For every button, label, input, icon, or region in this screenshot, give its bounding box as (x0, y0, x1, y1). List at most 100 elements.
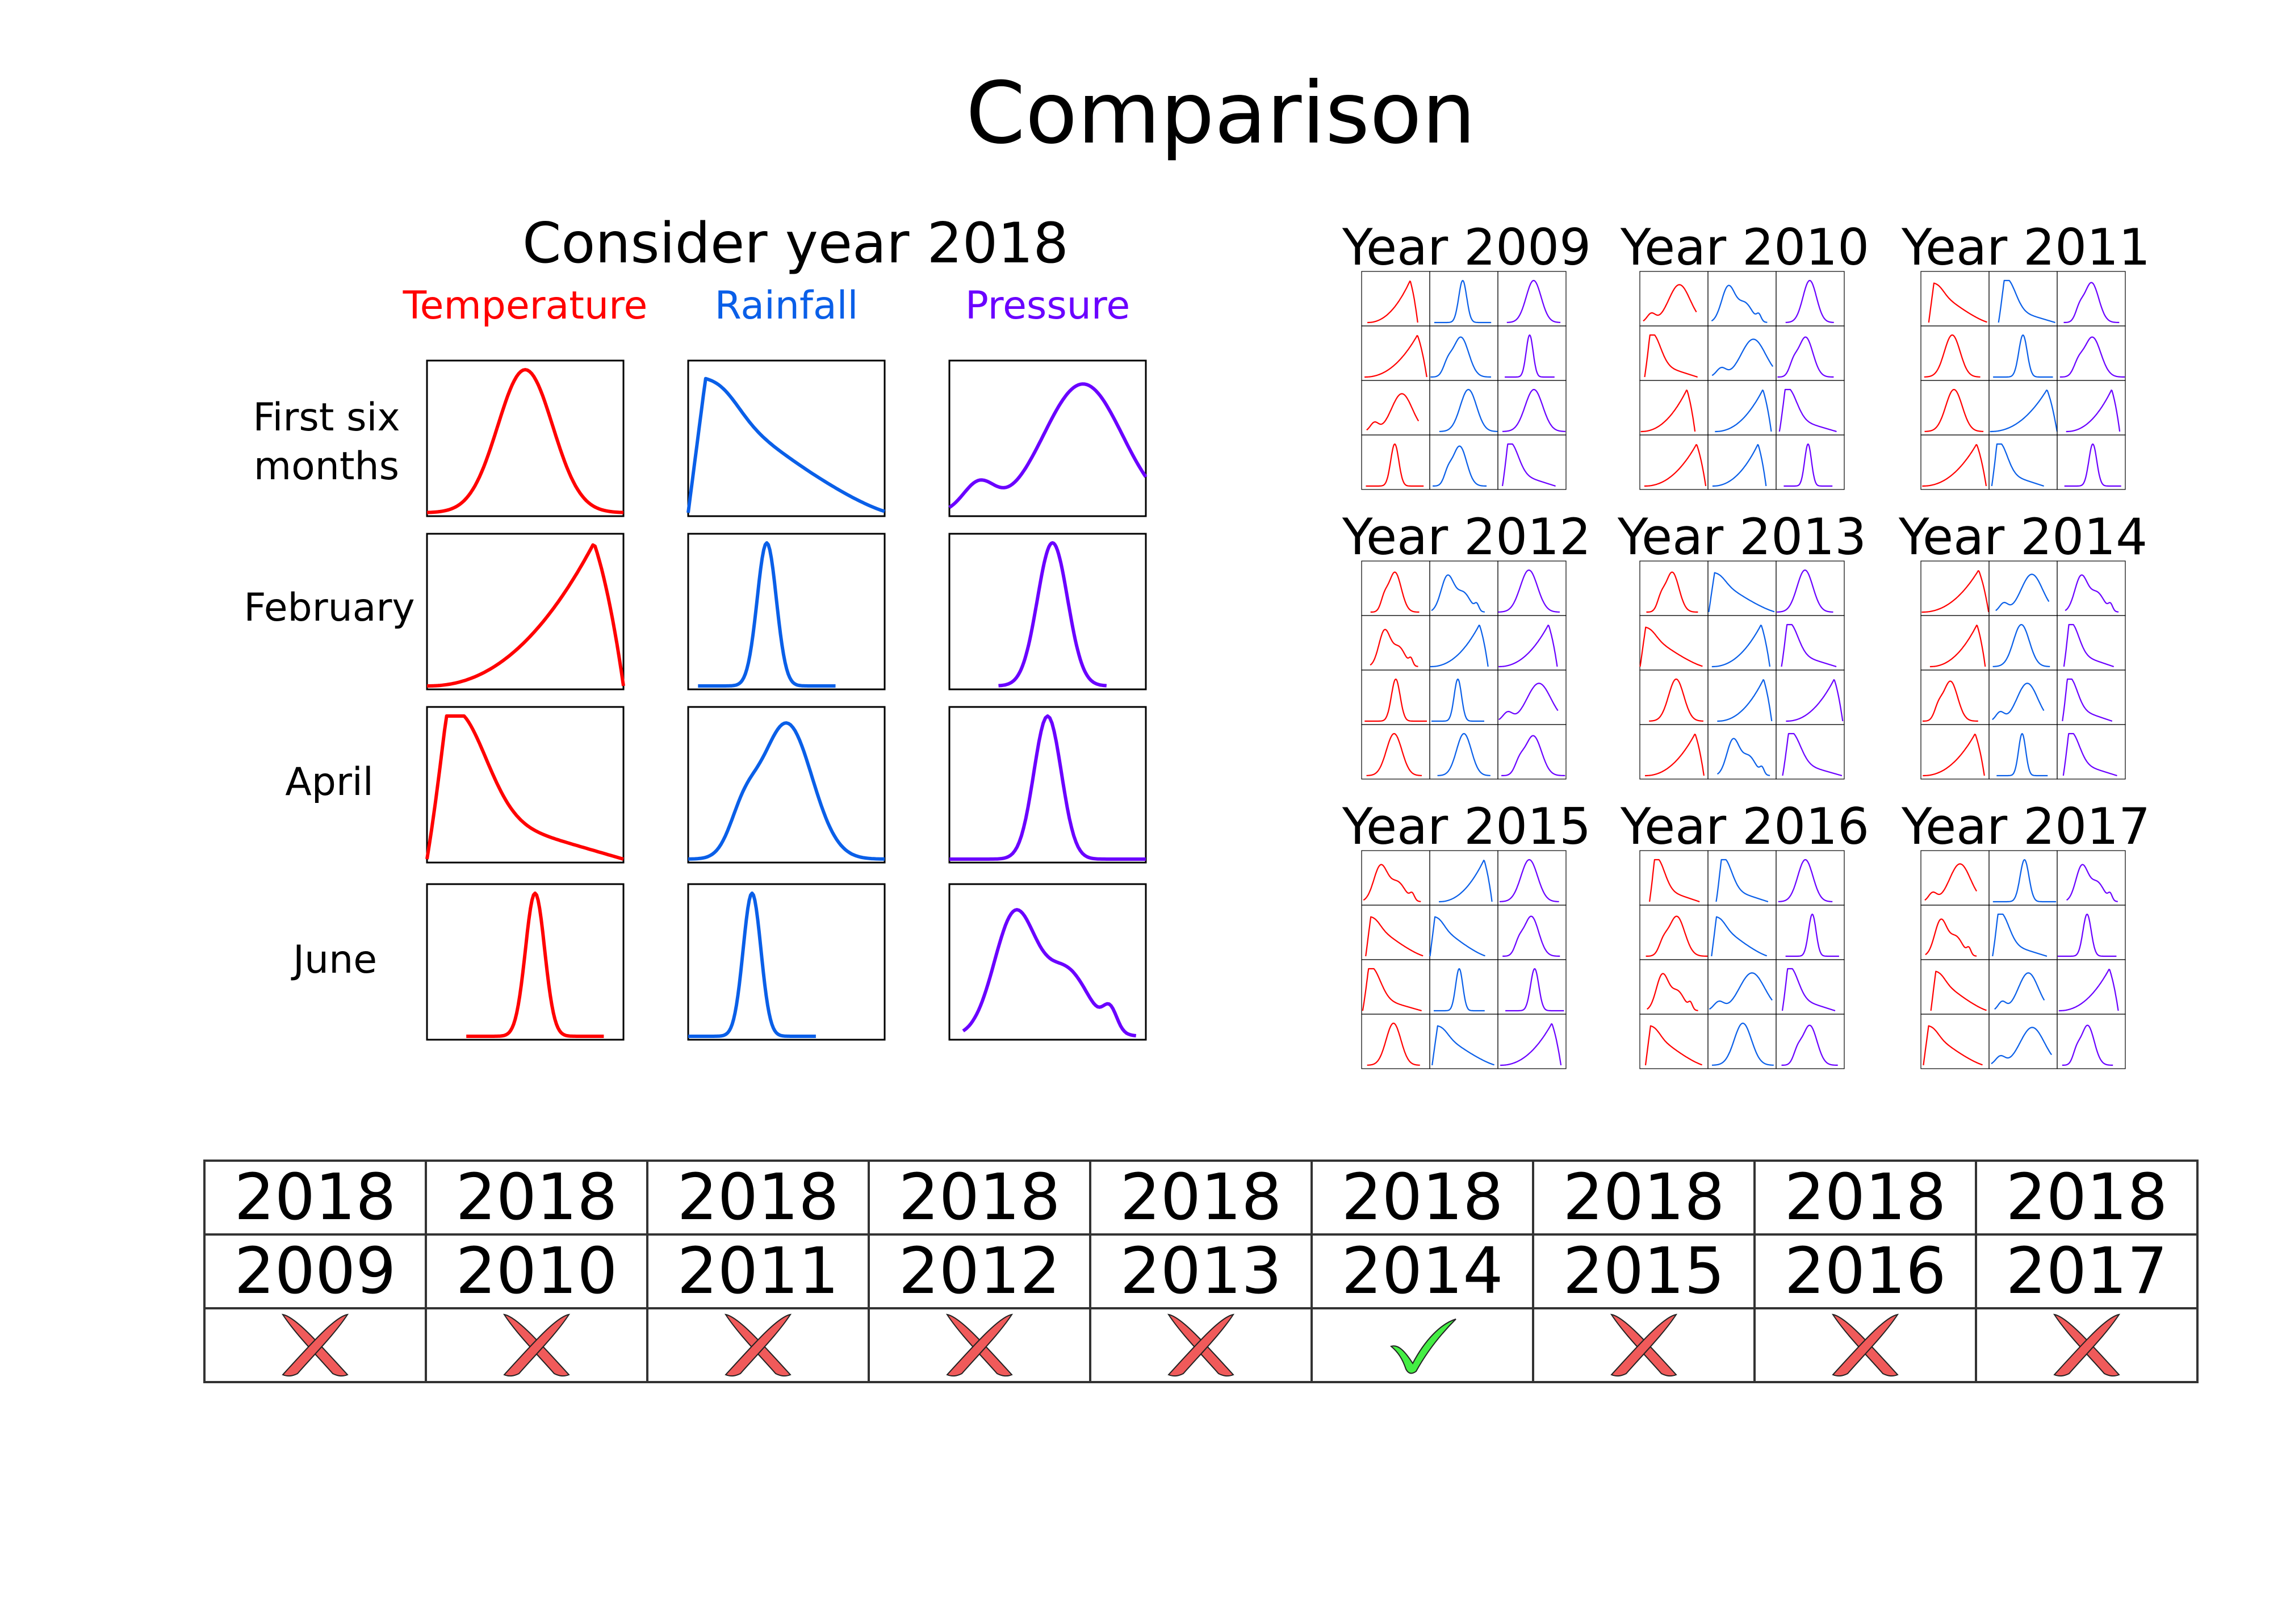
cross-icon (2053, 1313, 2121, 1377)
row-label-february: February (244, 585, 415, 630)
year-3-mini-r1-c0-curve (1370, 629, 1418, 667)
year-5-mini-r2-c2-curve (2062, 678, 2113, 722)
year-5-mini-r1-c0-frame (1920, 615, 1990, 671)
year-0-mini-r1-c1-curve (1430, 336, 1492, 378)
year-5-mini-r2-c2-frame (2057, 669, 2126, 725)
year-0-mini-r0-c1-frame (1429, 271, 1498, 327)
year-1-mini-r0-c1-curve (1711, 284, 1768, 323)
year-2-mini-r2-c2-frame (2057, 380, 2126, 436)
year-5-mini-r1-c0-curve (1929, 625, 1986, 668)
result-cell (203, 1307, 427, 1383)
table-cell: 2017 (1975, 1233, 2199, 1309)
year-1-mini-r2-c1-curve (1715, 390, 1772, 433)
year-7-mini-r1-c2-curve (1785, 913, 1839, 957)
year-2-mini-r1-c0-curve (1924, 334, 1981, 378)
year-2-mini-r2-c0-curve (1924, 388, 1984, 432)
year-0-mini-r0-c0-curve (1367, 281, 1418, 324)
year-0-mini-r1-c2-curve (1505, 334, 1555, 378)
year-1-mini-r3-c0-frame (1639, 434, 1709, 490)
table-cell: 2015 (1532, 1233, 1756, 1309)
year-panel-title-2012: Year 2012 (1342, 508, 1592, 566)
year-5-mini-r2-c0-curve (1922, 680, 1978, 722)
year-2-mini-r1-c2-frame (2057, 325, 2126, 381)
year-8-mini-r3-c2-curve (2062, 1024, 2113, 1066)
year-4-mini-r1-c0-curve (1639, 626, 1703, 667)
table-cell: 2018 (1532, 1160, 1756, 1236)
year-7-mini-r1-c2-frame (1776, 905, 1845, 960)
table-row-reference-year: 2018 2018 2018 2018 2018 2018 2018 2018 … (203, 1160, 2199, 1236)
year-1-mini-r0-c2-frame (1776, 271, 1845, 327)
table-cell: 2018 (1753, 1160, 1977, 1236)
year-8-mini-r3-c0-curve (1923, 1025, 1983, 1066)
year-0-mini-r1-c1-frame (1429, 325, 1498, 381)
check-icon (1389, 1319, 1456, 1374)
cross-stroke-b (946, 1313, 1014, 1377)
table-cell: 2016 (1753, 1233, 1977, 1309)
left-plot-r3-c0-frame (426, 883, 625, 1041)
year-5-mini-r0-c2-curve (2065, 574, 2119, 613)
year-2-mini-r0-c1-curve (1998, 279, 2055, 324)
year-1-mini-r1-c0-frame (1639, 325, 1709, 381)
year-7-mini-r1-c1-frame (1707, 905, 1777, 960)
year-5-mini-r3-c2-curve (2062, 733, 2117, 777)
year-0-mini-r2-c2-frame (1497, 380, 1567, 436)
year-2-mini-r3-c2-frame (2057, 434, 2126, 490)
row-label-line: First six months (253, 395, 400, 489)
year-7-mini-r3-c1-frame (1707, 1014, 1777, 1069)
year-7-mini-r1-c0-frame (1639, 905, 1709, 960)
year-1-mini-r1-c2-curve (1777, 336, 1834, 378)
year-8-mini-r1-c0-frame (1920, 905, 1990, 960)
result-cell (425, 1307, 648, 1383)
year-1-mini-r2-c2-curve (1778, 388, 1837, 433)
year-0-mini-r0-c1-curve (1434, 279, 1492, 324)
left-plot-r1-c1-frame (687, 533, 886, 690)
year-1-mini-r0-c2-curve (1785, 279, 1834, 323)
left-plot-r2-c1-frame (687, 706, 886, 864)
year-6-mini-r3-c2-frame (1497, 1014, 1567, 1069)
year-5-mini-r0-c0-curve (1921, 570, 1990, 613)
year-6-mini-r0-c0-frame (1361, 850, 1430, 906)
year-5-mini-r2-c1-curve (1992, 683, 2045, 721)
table-cell: 2011 (646, 1233, 870, 1309)
left-plot-r2-c0-frame (426, 706, 625, 864)
left-plot-r0-c2-curve (948, 382, 1148, 509)
table-cell: 2012 (868, 1233, 1091, 1309)
year-1-mini-r0-c1-frame (1707, 271, 1777, 327)
year-1-mini-r2-c0-curve (1640, 390, 1696, 433)
year-4-mini-r0-c0-curve (1646, 571, 1698, 613)
year-1-mini-r3-c2-frame (1776, 434, 1845, 490)
year-0-mini-r2-c0-frame (1361, 380, 1430, 436)
result-cell (1975, 1307, 2199, 1383)
year-2-mini-r3-c0-curve (1922, 444, 1987, 487)
year-1-mini-r1-c0-curve (1644, 334, 1698, 378)
year-4-mini-r2-c1-frame (1707, 669, 1777, 725)
year-panel-title-2016: Year 2016 (1620, 797, 1870, 856)
year-2-mini-r1-c2-curve (2059, 336, 2125, 378)
year-8-mini-r2-c2-curve (2058, 969, 2119, 1012)
table-cell: 2018 (1311, 1160, 1534, 1236)
left-plot-r3-c2-curve (962, 908, 1137, 1037)
result-cell (646, 1307, 870, 1383)
year-7-mini-r0-c1-curve (1715, 859, 1769, 903)
cross-icon (1167, 1313, 1235, 1377)
comparison-table: 2018 2018 2018 2018 2018 2018 2018 2018 … (203, 1160, 2199, 1383)
year-0-mini-r3-c2-frame (1497, 434, 1567, 490)
year-2-mini-r3-c1-curve (1991, 443, 2044, 487)
year-3-mini-r0-c0-frame (1361, 560, 1430, 616)
left-plot-r1-c2-curve (998, 541, 1107, 688)
year-6-mini-r0-c2-curve (1499, 859, 1559, 902)
year-5-mini-r1-c1-curve (1992, 623, 2050, 667)
year-1-mini-r2-c0-frame (1639, 380, 1709, 436)
year-0-mini-r1-c2-frame (1497, 325, 1567, 381)
year-8-mini-r0-c0-frame (1920, 850, 1990, 906)
year-8-mini-r0-c1-frame (1988, 850, 2058, 906)
year-3-mini-r2-c1-frame (1429, 669, 1498, 725)
year-7-mini-r3-c1-curve (1711, 1022, 1774, 1066)
year-0-mini-r3-c2-curve (1501, 443, 1556, 487)
year-8-mini-r3-c2-frame (2057, 1014, 2126, 1069)
year-3-mini-r3-c2-frame (1497, 724, 1567, 780)
year-8-mini-r3-c1-curve (1991, 1027, 2052, 1065)
year-4-mini-r2-c2-frame (1776, 669, 1845, 725)
row-label-april: April (285, 760, 374, 805)
year-4-mini-r2-c0-frame (1639, 669, 1709, 725)
